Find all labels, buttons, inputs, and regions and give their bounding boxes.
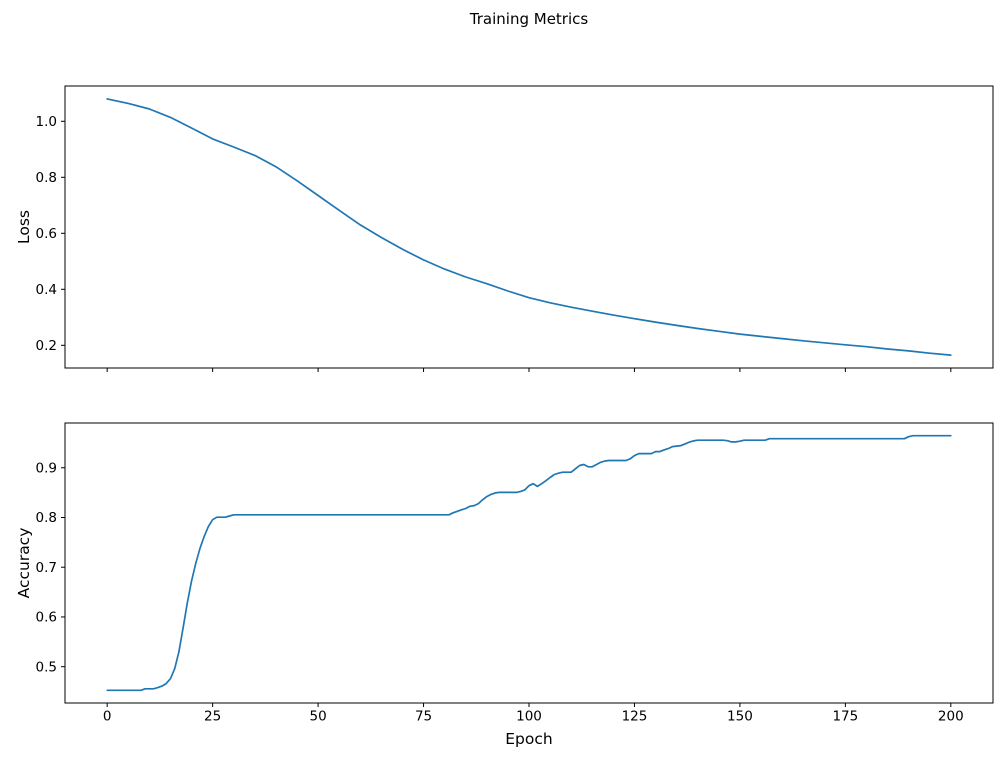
accuracy-y-tick-label-3: 0.8: [36, 510, 57, 526]
loss-y-tick-label-1: 0.4: [36, 282, 57, 298]
loss-y-tick-label-2: 0.6: [36, 226, 57, 242]
accuracy-x-tick-label-3: 75: [415, 709, 432, 725]
loss-axes-frame: [64, 85, 994, 369]
training-loss-curve: [106, 98, 952, 356]
accuracy-x-tick-label-5: 125: [622, 709, 648, 725]
accuracy-x-tick-label-7: 175: [832, 709, 858, 725]
accuracy-x-tick-label-8: 200: [938, 709, 964, 725]
training-accuracy-curve: [106, 434, 952, 692]
accuracy-y-tick-label-4: 0.9: [36, 460, 57, 476]
accuracy-x-tick-label-4: 100: [516, 709, 542, 725]
figure-title: Training Metrics: [469, 10, 589, 28]
accuracy-x-tick-label-0: 0: [103, 709, 112, 725]
loss-y-axis-label: Loss: [15, 210, 33, 244]
accuracy-y-tick-label-1: 0.6: [36, 610, 57, 626]
loss-y-tick-label-0: 0.2: [36, 338, 57, 354]
loss-y-tick-label-4: 1.0: [36, 114, 57, 130]
accuracy-y-axis-label: Accuracy: [15, 527, 33, 599]
epoch-x-axis-label: Epoch: [505, 730, 553, 748]
accuracy-x-tick-label-6: 150: [727, 709, 753, 725]
loss-y-tick-label-3: 0.8: [36, 170, 57, 186]
accuracy-axes-frame: [64, 422, 994, 704]
accuracy-x-tick-label-2: 50: [309, 709, 326, 725]
accuracy-y-tick-label-0: 0.5: [36, 659, 57, 675]
accuracy-x-tick-label-1: 25: [204, 709, 221, 725]
accuracy-y-tick-label-2: 0.7: [36, 560, 57, 576]
